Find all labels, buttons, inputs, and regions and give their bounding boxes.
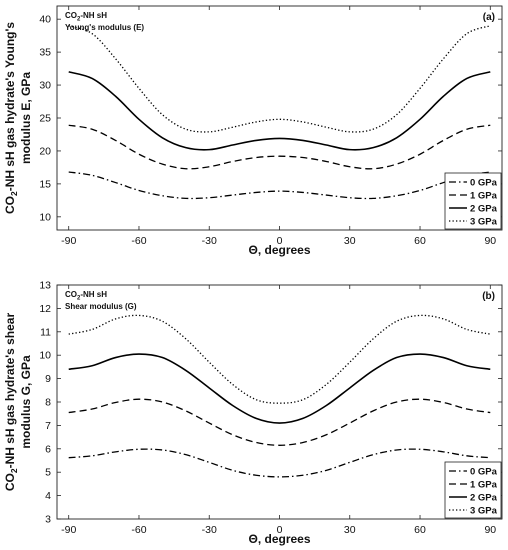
y-tick-label: 40: [39, 14, 51, 26]
annotation-subscript: 2: [77, 17, 81, 23]
annotation-text: -NH sH: [80, 290, 107, 299]
y-axis-label-text: CO: [3, 473, 17, 491]
annotation-text: CO: [65, 11, 77, 20]
x-tick-label: 60: [414, 524, 426, 536]
x-tick-label: -30: [202, 524, 217, 536]
annotation-line-1: CO2-NH sH: [65, 290, 107, 302]
y-tick-label: 20: [39, 145, 51, 157]
y-axis-label-line-2: modulus G, GPa: [19, 355, 33, 449]
panel-tag: (a): [483, 12, 495, 23]
legend: 0 GPa 1 GPa 2 GPa 3 GPa: [444, 461, 502, 519]
panel-b: -90 -60 -30 0 30 60 90 3 4 5 6 7 8 9 10 11 12 13 0 GPa 1 GP…: [3, 280, 503, 546]
y-tick-label: 15: [39, 178, 51, 190]
y-tick-label: 5: [45, 467, 51, 479]
y-axis-label-subscript: 2: [9, 191, 19, 196]
y-axis-label-subscript: 2: [9, 468, 19, 473]
legend-label: 0 GPa: [470, 178, 498, 189]
x-tick-label: -60: [131, 235, 146, 247]
y-axis-label-line-1: CO2-NH sH gas hydrate's Young's: [3, 22, 19, 214]
y-axis-label-text: -NH sH gas hydrate's Young's: [3, 22, 17, 192]
annotation-line-2: Young's modulus (E): [65, 23, 144, 32]
x-tick-label: 30: [344, 524, 356, 536]
x-tick-label: -30: [202, 235, 217, 247]
x-tick-label: 30: [344, 235, 356, 247]
y-tick-label: 30: [39, 80, 51, 92]
series-line-0: [68, 171, 491, 200]
series-line-1: [68, 398, 491, 446]
y-tick-label: 6: [45, 443, 51, 455]
legend-label: 3 GPa: [470, 217, 498, 228]
x-tick-label: -90: [61, 524, 76, 536]
annotation-line-2: Shear modulus (G): [65, 302, 137, 311]
y-tick-label: 13: [39, 280, 51, 292]
legend-label: 1 GPa: [470, 191, 498, 202]
y-axis-label-text: -NH sH gas hydrate's shear: [3, 313, 17, 469]
series-line-0: [68, 448, 491, 478]
y-axis-label-line-2: modulus E, GPa: [19, 72, 33, 164]
y-tick-label: 12: [39, 303, 51, 315]
panel-a: -90 -60 -30 0 30 60 90 10 15 20 25 30 35 40 0 GPa 1 GPa…: [3, 5, 503, 257]
y-tick-label: 7: [45, 420, 51, 432]
x-tick-label: 0: [277, 524, 283, 536]
series-line-2: [68, 71, 491, 151]
y-tick-label: 25: [39, 113, 51, 125]
y-tick-label: 11: [40, 326, 51, 338]
y-tick-label: 10: [39, 350, 51, 362]
y-axis-label-text: CO: [3, 196, 17, 214]
x-tick-label: 0: [277, 235, 283, 247]
panel-tag: (b): [482, 291, 495, 302]
x-axis-label: Θ, degrees: [248, 243, 310, 257]
y-tick-label: 10: [39, 211, 51, 223]
x-tick-label: -90: [61, 235, 76, 247]
annotation-text: CO: [65, 290, 77, 299]
y-tick-label: 35: [39, 47, 51, 59]
legend-label: 2 GPa: [470, 204, 498, 215]
y-tick-label: 4: [45, 490, 51, 502]
y-tick-label: 9: [45, 373, 51, 385]
y-tick-label: 8: [45, 397, 51, 409]
x-axis-label: Θ, degrees: [248, 532, 310, 546]
series-line-3: [68, 25, 491, 133]
x-tick-label: 90: [484, 235, 496, 247]
x-tick-label: 60: [414, 235, 426, 247]
x-tick-label: -60: [131, 524, 146, 536]
x-tick-label: 90: [484, 524, 496, 536]
legend-label: 0 GPa: [470, 467, 498, 478]
legend-label: 3 GPa: [470, 506, 498, 517]
y-tick-label: 3: [45, 514, 51, 526]
legend-label: 2 GPa: [470, 493, 498, 504]
series-line-2: [68, 353, 491, 424]
annotation-line-1: CO2-NH sH: [65, 11, 107, 23]
annotation-text: -NH sH: [80, 11, 107, 20]
y-axis-label-line-1: CO2-NH sH gas hydrate's shear: [3, 313, 19, 492]
legend-label: 1 GPa: [470, 480, 498, 491]
annotation-subscript: 2: [77, 296, 81, 302]
legend: 0 GPa 1 GPa 2 GPa 3 GPa: [444, 172, 502, 230]
series-line-1: [68, 124, 491, 170]
